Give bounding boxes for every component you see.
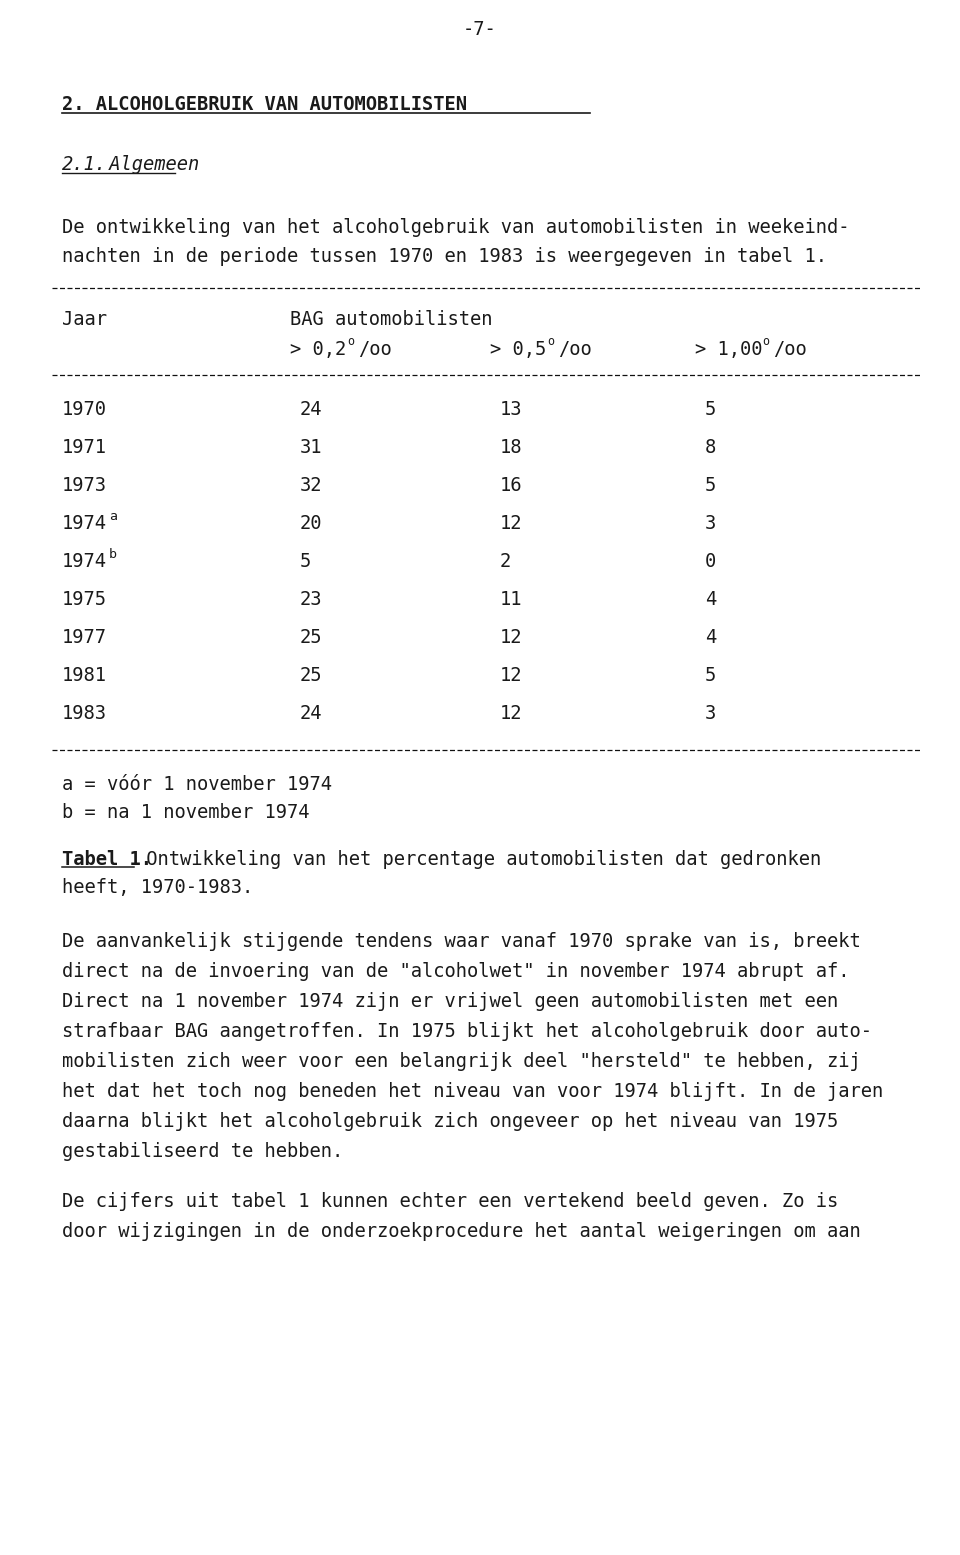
Text: 16: 16 [500, 476, 522, 494]
Text: 11: 11 [500, 589, 522, 610]
Text: 2.1.: 2.1. [62, 156, 107, 174]
Text: daarna blijkt het alcoholgebruik zich ongeveer op het niveau van 1975: daarna blijkt het alcoholgebruik zich on… [62, 1112, 838, 1130]
Text: a: a [109, 510, 117, 522]
Text: 3: 3 [705, 515, 716, 533]
Text: b = na 1 november 1974: b = na 1 november 1974 [62, 802, 309, 823]
Text: 12: 12 [500, 515, 522, 533]
Text: strafbaar BAG aangetroffen. In 1975 blijkt het alcoholgebruik door auto-: strafbaar BAG aangetroffen. In 1975 blij… [62, 1022, 872, 1040]
Text: door wijzigingen in de onderzoekprocedure het aantal weigeringen om aan: door wijzigingen in de onderzoekprocedur… [62, 1222, 861, 1241]
Text: Algemeen: Algemeen [98, 156, 200, 174]
Text: 24: 24 [300, 704, 323, 723]
Text: 5: 5 [705, 666, 716, 686]
Text: -7-: -7- [463, 20, 497, 39]
Text: o: o [762, 334, 769, 348]
Text: 2. ALCOHOLGEBRUIK VAN AUTOMOBILISTEN: 2. ALCOHOLGEBRUIK VAN AUTOMOBILISTEN [62, 95, 467, 114]
Text: > 0,5: > 0,5 [490, 341, 546, 359]
Text: 1970: 1970 [62, 400, 107, 418]
Text: /oo: /oo [358, 341, 392, 359]
Text: het dat het toch nog beneden het niveau van voor 1974 blijft. In de jaren: het dat het toch nog beneden het niveau … [62, 1082, 883, 1101]
Text: 2: 2 [500, 552, 512, 571]
Text: BAG automobilisten: BAG automobilisten [290, 309, 492, 330]
Text: o: o [547, 334, 554, 348]
Text: De cijfers uit tabel 1 kunnen echter een vertekend beeld geven. Zo is: De cijfers uit tabel 1 kunnen echter een… [62, 1193, 838, 1211]
Text: 5: 5 [705, 476, 716, 494]
Text: /oo: /oo [558, 341, 591, 359]
Text: o: o [347, 334, 354, 348]
Text: 12: 12 [500, 666, 522, 686]
Text: 1974: 1974 [62, 515, 107, 533]
Text: 1974: 1974 [62, 552, 107, 571]
Text: direct na de invoering van de "alcoholwet" in november 1974 abrupt af.: direct na de invoering van de "alcoholwe… [62, 963, 850, 981]
Text: Direct na 1 november 1974 zijn er vrijwel geen automobilisten met een: Direct na 1 november 1974 zijn er vrijwe… [62, 992, 838, 1011]
Text: Jaar: Jaar [62, 309, 107, 330]
Text: 5: 5 [300, 552, 311, 571]
Text: 12: 12 [500, 628, 522, 647]
Text: 4: 4 [705, 589, 716, 610]
Text: 1983: 1983 [62, 704, 107, 723]
Text: 4: 4 [705, 628, 716, 647]
Text: gestabiliseerd te hebben.: gestabiliseerd te hebben. [62, 1141, 344, 1162]
Text: heeft, 1970-1983.: heeft, 1970-1983. [62, 879, 253, 897]
Text: 20: 20 [300, 515, 323, 533]
Text: > 0,2: > 0,2 [290, 341, 347, 359]
Text: mobilisten zich weer voor een belangrijk deel "hersteld" te hebben, zij: mobilisten zich weer voor een belangrijk… [62, 1053, 861, 1071]
Text: nachten in de periode tussen 1970 en 1983 is weergegeven in tabel 1.: nachten in de periode tussen 1970 en 198… [62, 247, 827, 266]
Text: 8: 8 [705, 439, 716, 457]
Text: 3: 3 [705, 704, 716, 723]
Text: 13: 13 [500, 400, 522, 418]
Text: 12: 12 [500, 704, 522, 723]
Text: 23: 23 [300, 589, 323, 610]
Text: 24: 24 [300, 400, 323, 418]
Text: 1975: 1975 [62, 589, 107, 610]
Text: 1977: 1977 [62, 628, 107, 647]
Text: 18: 18 [500, 439, 522, 457]
Text: Ontwikkeling van het percentage automobilisten dat gedronken: Ontwikkeling van het percentage automobi… [135, 851, 821, 869]
Text: 5: 5 [705, 400, 716, 418]
Text: 1971: 1971 [62, 439, 107, 457]
Text: De aanvankelijk stijgende tendens waar vanaf 1970 sprake van is, breekt: De aanvankelijk stijgende tendens waar v… [62, 931, 861, 952]
Text: 0: 0 [705, 552, 716, 571]
Text: 25: 25 [300, 628, 323, 647]
Text: a = vóór 1 november 1974: a = vóór 1 november 1974 [62, 774, 332, 795]
Text: 25: 25 [300, 666, 323, 686]
Text: > 1,00: > 1,00 [695, 341, 762, 359]
Text: Tabel 1.: Tabel 1. [62, 851, 152, 869]
Text: b: b [109, 547, 117, 561]
Text: 1981: 1981 [62, 666, 107, 686]
Text: 32: 32 [300, 476, 323, 494]
Text: /oo: /oo [773, 341, 806, 359]
Text: 1973: 1973 [62, 476, 107, 494]
Text: De ontwikkeling van het alcoholgebruik van automobilisten in weekeind-: De ontwikkeling van het alcoholgebruik v… [62, 218, 850, 236]
Text: 31: 31 [300, 439, 323, 457]
